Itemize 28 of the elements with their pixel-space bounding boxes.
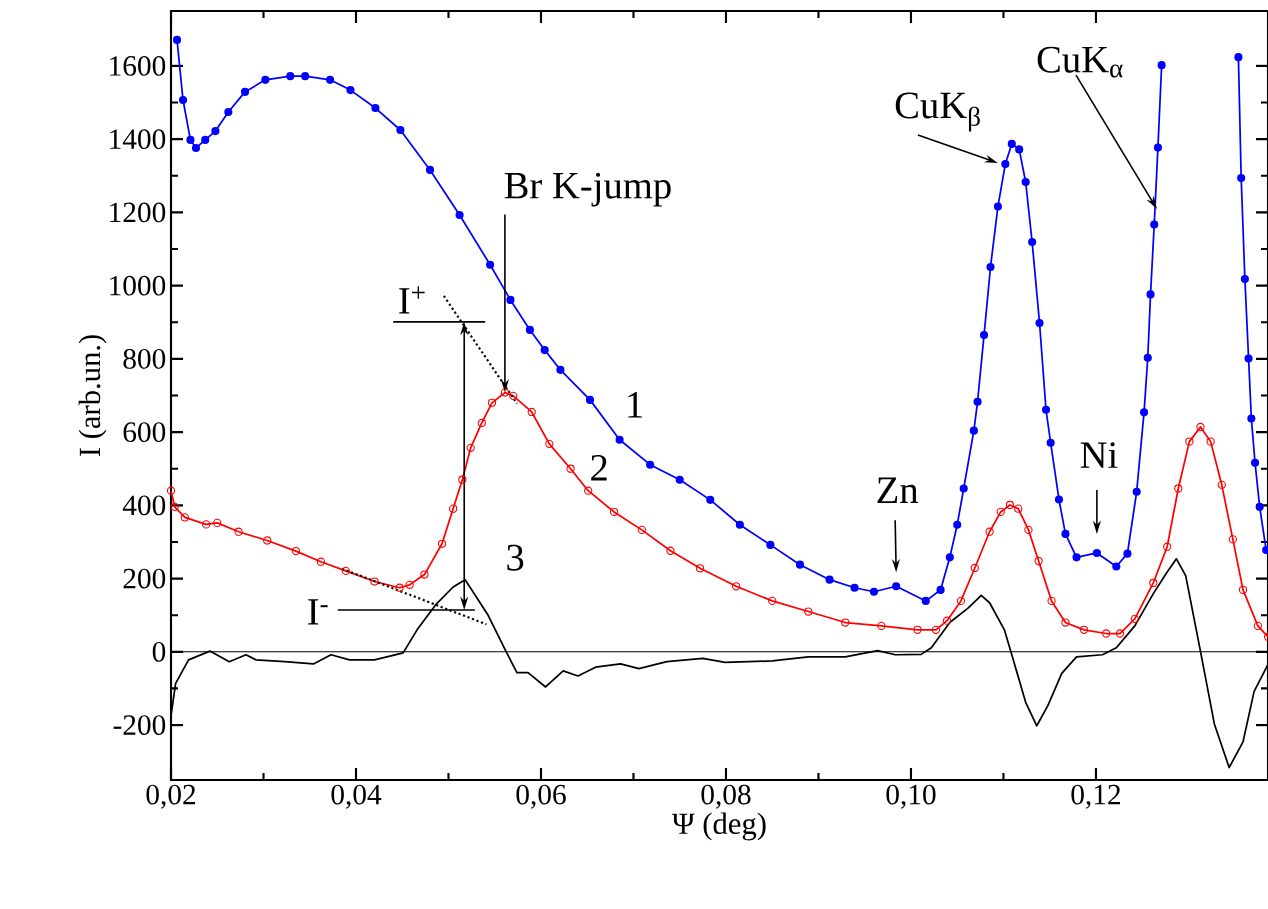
y-tick-label: 800 xyxy=(123,348,166,369)
y-tick-label: 1400 xyxy=(110,129,166,150)
y-tick-label: 400 xyxy=(122,495,166,516)
annotation: CuK$_{β}$ xyxy=(895,92,980,132)
y-tick-label: -200 xyxy=(113,715,166,735)
x-tick-label: 0,02 xyxy=(146,784,196,809)
x-axis-title: Ψ (deg) xyxy=(672,812,766,841)
y-tick-label: 0 xyxy=(152,641,166,662)
annotation: Br K-jump xyxy=(504,172,671,207)
x-tick-label: 0,04 xyxy=(331,784,382,809)
x-tick-label: 0,12 xyxy=(1071,784,1121,809)
y-tick-label: 1600 xyxy=(110,56,166,76)
y-tick-label: 1000 xyxy=(110,275,166,296)
series-label: 3 xyxy=(507,544,524,571)
y-axis-title: I (arb.un.) xyxy=(78,335,107,457)
x-tick-label: 0,08 xyxy=(701,784,751,809)
y-tick-label: 200 xyxy=(123,568,166,589)
y-tick-label: 600 xyxy=(123,422,166,443)
y-tick-label: 1200 xyxy=(110,202,166,223)
x-tick-label: 0,10 xyxy=(886,784,936,809)
series-label: 1 xyxy=(628,392,642,418)
annotation: CuK$_{α}$ xyxy=(1037,46,1123,78)
annotation: Ni xyxy=(1080,442,1118,468)
x-tick-label: 0,06 xyxy=(516,784,566,809)
annotation: I$^{-}$ xyxy=(308,599,328,625)
annotation: I$^{+}$ xyxy=(399,286,425,314)
annotation: Zn xyxy=(877,477,919,503)
series-label: 2 xyxy=(591,454,607,481)
